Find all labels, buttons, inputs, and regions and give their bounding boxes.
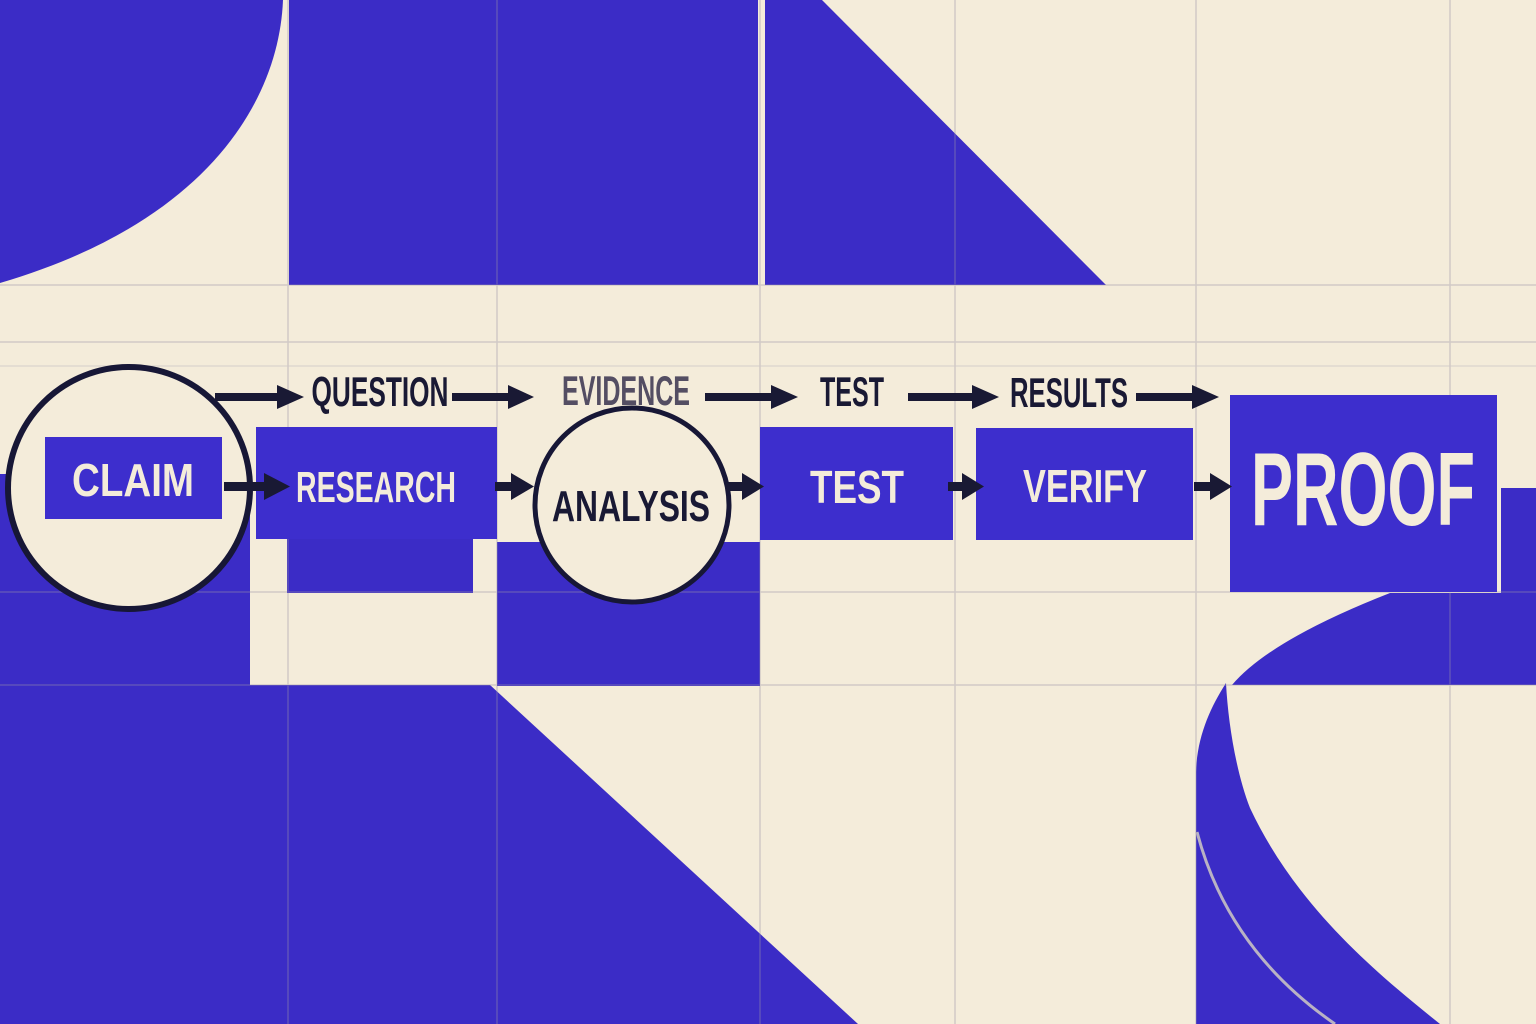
arrow-results-to-proof xyxy=(1136,385,1219,409)
verify-box xyxy=(976,428,1193,540)
test-top-label: TEST xyxy=(820,368,884,415)
arrow-research-to-analysis xyxy=(495,473,534,500)
arrow-test-to-verify xyxy=(948,473,984,500)
top-right-trapezoid xyxy=(765,0,1106,285)
evidence-label: EVIDENCE xyxy=(562,367,690,414)
top-row-arrows xyxy=(215,385,1219,409)
claim-box xyxy=(45,437,222,519)
proof-box xyxy=(1230,395,1497,592)
test-box xyxy=(760,427,953,540)
arrow-evidence-to-test xyxy=(705,385,798,409)
arrow-claim-to-question xyxy=(215,385,304,409)
research-label: RESEARCH xyxy=(296,463,456,512)
bottom-right-wave-upper xyxy=(1232,593,1536,685)
question-label: QUESTION xyxy=(312,368,449,415)
claim-label: CLAIM xyxy=(72,454,194,506)
proof-label: PROOF xyxy=(1251,432,1475,548)
mid-row-arrows xyxy=(224,473,1232,500)
analysis-circle xyxy=(532,405,732,605)
arrow-test-to-results xyxy=(908,385,999,409)
arrow-claim-to-research xyxy=(224,473,290,500)
research-box xyxy=(256,427,497,539)
analysis-label: ANALYSIS xyxy=(552,482,710,531)
bottom-left-diagonal-shape xyxy=(0,685,858,1024)
arrow-verify-to-proof xyxy=(1194,473,1232,500)
top-left-quarter-disk xyxy=(0,0,283,283)
arrow-analysis-to-test xyxy=(726,473,764,500)
block-below-research xyxy=(287,538,473,593)
top-middle-rectangle xyxy=(289,0,758,285)
verify-label: VERIFY xyxy=(1023,460,1147,512)
bottom-right-wave-lower xyxy=(1196,683,1440,1024)
right-edge-column-block xyxy=(1501,488,1536,685)
arrow-question-to-evidence xyxy=(452,385,534,409)
bottom-right-thin-arc xyxy=(1195,831,1336,1024)
results-label: RESULTS xyxy=(1010,369,1128,416)
test-box-label: TEST xyxy=(810,461,904,513)
